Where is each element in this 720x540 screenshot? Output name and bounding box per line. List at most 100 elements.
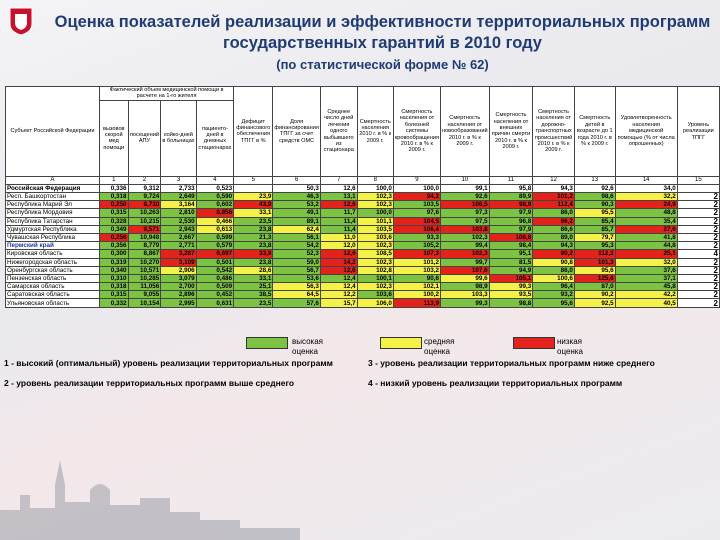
- data-cell: 23,8: [233, 257, 274, 267]
- data-cell: 99,1: [439, 183, 490, 194]
- data-cell: 27,6: [614, 224, 678, 234]
- data-cell: 45,8: [614, 282, 678, 292]
- data-row: Чувашская Республика 0,256 10,948 2,667 0,59…: [5, 232, 720, 243]
- data-cell: 33,1: [233, 273, 274, 284]
- data-cell: 10,215: [127, 216, 162, 226]
- data-cell: 102,3: [439, 232, 490, 243]
- data-cell: 112,4: [532, 200, 575, 210]
- column-number: 1: [98, 175, 129, 185]
- header-cell: Фактический объем медицинской помощи в р…: [98, 86, 235, 101]
- data-cell: 0,599: [195, 232, 235, 243]
- data-cell: 12,4: [319, 282, 358, 292]
- data-cell: 2: [676, 241, 720, 251]
- data-cell: 95,6: [532, 298, 575, 308]
- data-cell: 2,733: [160, 183, 197, 194]
- data-cell: 0,486: [195, 273, 235, 284]
- data-cell: 93,2: [532, 290, 575, 300]
- data-cell: 0,452: [195, 290, 235, 300]
- data-cell: 103,6: [356, 232, 394, 243]
- data-cell: 12,6: [319, 265, 358, 275]
- data-cell: 100,0: [356, 208, 394, 218]
- data-cell: 90,2: [573, 290, 616, 300]
- data-cell: 3,287: [160, 249, 197, 259]
- city-silhouette: [0, 460, 300, 540]
- data-row: Республика Татарстан 0,328 10,215 2,530 0,46…: [5, 216, 720, 226]
- data-cell: 79,7: [573, 232, 616, 243]
- data-cell: 37,6: [614, 265, 678, 275]
- data-cell: 0,315: [98, 290, 129, 300]
- data-cell: 12,4: [319, 273, 358, 284]
- column-number: 2: [127, 175, 162, 185]
- data-cell: 2,649: [160, 191, 197, 202]
- data-cell: 103,3: [439, 290, 490, 300]
- data-row: Республика Мордовия 0,315 10,263 2,810 0,856…: [5, 208, 720, 218]
- data-cell: 0,328: [98, 216, 129, 226]
- column-number: 11: [488, 175, 534, 185]
- data-cell: 103,5: [392, 200, 441, 210]
- data-cell: 24,9: [614, 200, 678, 210]
- data-cell: 32,2: [614, 191, 678, 202]
- data-cell: 10,948: [127, 232, 162, 243]
- data-cell: 12,2: [319, 290, 358, 300]
- subtitle: (по статистической форме № 62): [276, 57, 489, 72]
- data-cell: 46,3: [272, 191, 321, 202]
- subject-cell: Республика Марий Эл: [5, 200, 100, 210]
- header-cell: Удовлетворенность населения медицинской …: [614, 86, 678, 177]
- data-cell: 86,0: [532, 208, 575, 218]
- data-cell: 48,8: [614, 208, 678, 218]
- data-cell: 98,8: [488, 298, 534, 308]
- data-cell: 97,6: [392, 208, 441, 218]
- data-cell: 93,3: [392, 232, 441, 243]
- data-cell: [676, 183, 720, 194]
- subject-cell: Российская Федерация: [5, 183, 100, 194]
- data-cell: 0,318: [98, 191, 129, 202]
- data-cell: 94,2: [392, 191, 441, 202]
- data-cell: 38,5: [233, 290, 274, 300]
- data-cell: 99,7: [439, 257, 490, 267]
- data-cell: 50,3: [272, 183, 321, 194]
- data-cell: 2: [676, 208, 720, 218]
- data-cell: 95,3: [573, 241, 616, 251]
- data-cell: 11,4: [319, 224, 358, 234]
- data-cell: 104,5: [392, 216, 441, 226]
- data-cell: [233, 183, 274, 194]
- header-cell: Смертность детей в возрасте до 1 года 20…: [573, 86, 616, 177]
- header-cell: Смертность населения от внешних причин с…: [488, 86, 534, 177]
- data-cell: 2,906: [160, 265, 197, 275]
- header-cell: Дефицит финансового обеспечения ТПГГ в %: [233, 86, 274, 177]
- logo: [9, 7, 33, 36]
- data-row: Пермский край 0,356 8,779 2,771 0,579 23,8 54,…: [5, 241, 720, 251]
- data-cell: 2: [676, 298, 720, 308]
- data-cell: 102,8: [356, 265, 394, 275]
- data-cell: 101,2: [392, 257, 441, 267]
- data-cell: 0,602: [195, 200, 235, 210]
- subject-cell: Республика Мордовия: [5, 208, 100, 218]
- header-row: вызовов скорой мед помощи посещений АПУ ко…: [6, 99, 720, 177]
- subject-cell: Респ. Башкортостан: [5, 191, 100, 202]
- data-cell: 28,6: [233, 265, 274, 275]
- legend-label: низкая оценка: [557, 337, 583, 356]
- column-number: 6: [272, 175, 321, 185]
- data-cell: 81,5: [488, 257, 534, 267]
- data-cell: 95,6: [573, 265, 616, 275]
- data-row: Ульяновская область 0,332 10,154 2,995 0,631…: [5, 298, 720, 308]
- data-cell: 35,4: [614, 216, 678, 226]
- data-cell: 40,5: [614, 298, 678, 308]
- data-cell: 12,6: [319, 200, 358, 210]
- subject-cell: Самарская область: [5, 282, 100, 292]
- data-cell: 62,4: [272, 224, 321, 234]
- data-cell: 85,4: [573, 216, 616, 226]
- subject-cell: Удмуртская Республика: [5, 224, 100, 234]
- note: 3 - уровень реализации территориальных п…: [368, 358, 655, 368]
- data-cell: 10,263: [127, 208, 162, 218]
- data-cell: 59,0: [272, 257, 321, 267]
- column-number: 10: [439, 175, 490, 185]
- data-cell: 2: [676, 216, 720, 226]
- header-cell: Смертность населения от новообразований …: [439, 86, 490, 177]
- header-cell: Уровень реализации ТПГГ: [676, 86, 720, 177]
- data-cell: 89,1: [272, 216, 321, 226]
- data-cell: 12,0: [319, 241, 358, 251]
- data-cell: 102,3: [356, 200, 394, 210]
- data-cell: 92,6: [573, 183, 616, 194]
- subject-cell: Саратовская область: [5, 290, 100, 300]
